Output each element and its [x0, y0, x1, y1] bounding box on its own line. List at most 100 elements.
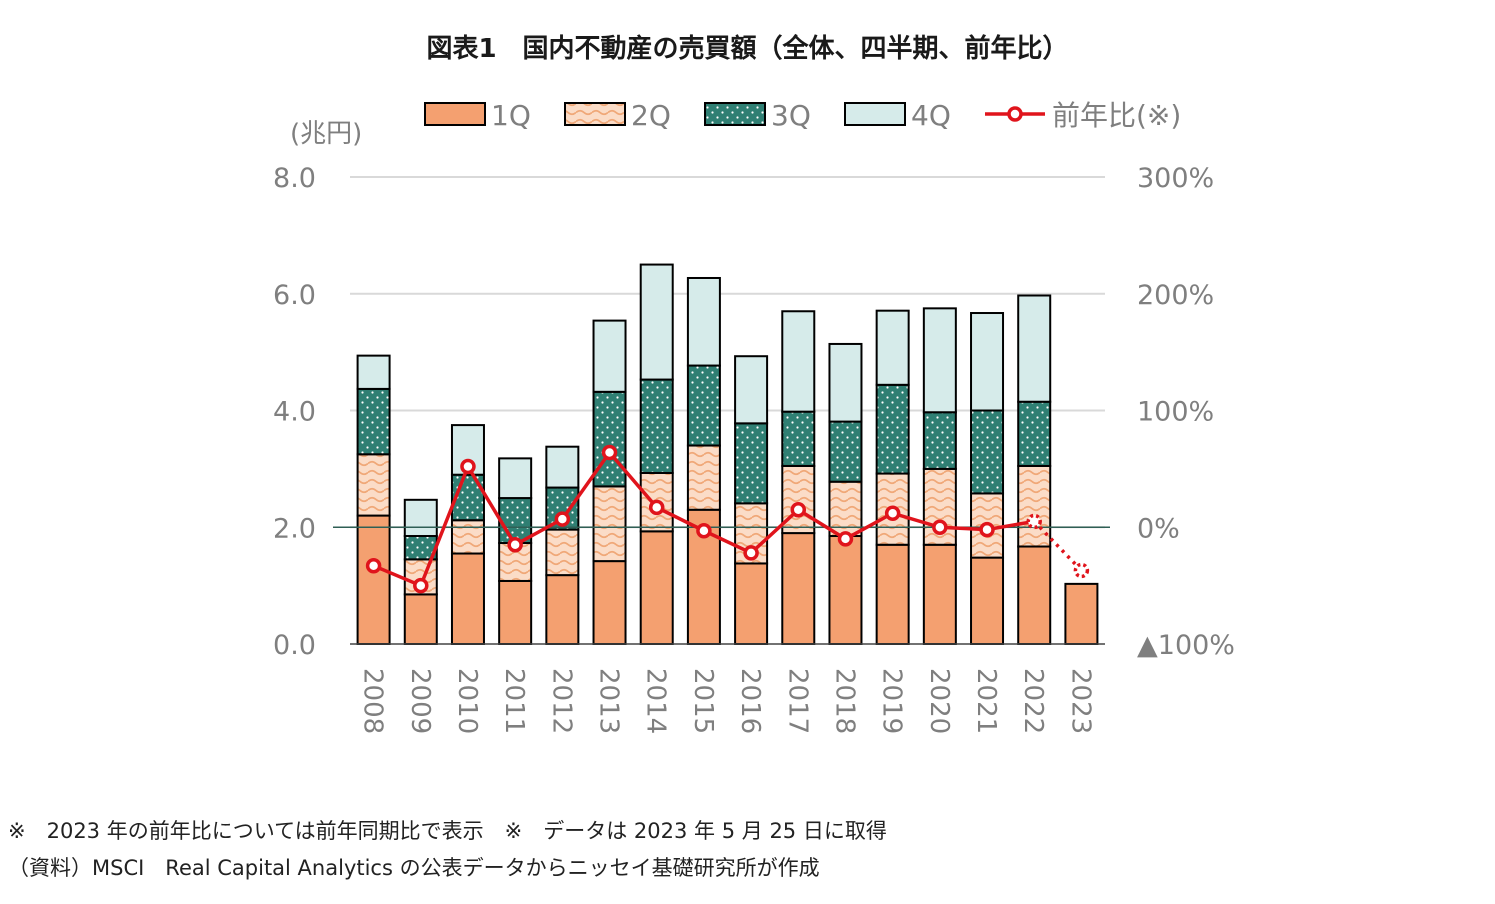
bar-4q: [1017, 294, 1052, 403]
x-tick-label: 2009: [405, 668, 435, 734]
bar-1q: [922, 543, 957, 646]
bar-4q: [970, 312, 1005, 412]
bar-1q: [592, 560, 627, 645]
bar-2q: [686, 444, 721, 511]
legend-label: 前年比(※): [1052, 99, 1181, 132]
yoy-point: [979, 521, 995, 538]
y-right-tick-label: 100%: [1137, 397, 1214, 428]
legend-label: 1Q: [491, 99, 531, 132]
x-tick-label: 2016: [735, 668, 765, 734]
bar-4q: [356, 354, 391, 390]
bar-3q: [922, 411, 957, 470]
y-left-tick-label: 8.0: [273, 163, 316, 194]
bar-2q: [781, 464, 816, 535]
x-tick-label: 2018: [829, 668, 859, 734]
bar-1q: [545, 574, 580, 645]
y-right-tick-label: 200%: [1137, 280, 1214, 311]
x-tick-label: 2019: [877, 668, 907, 734]
x-tick-label: 2021: [971, 668, 1001, 734]
bar-1q: [875, 543, 910, 646]
bar-3q: [686, 364, 721, 447]
bar-4q: [498, 457, 533, 500]
y-left-tick-label: 0.0: [273, 630, 316, 661]
bar-2q: [450, 519, 485, 555]
bar-4q: [686, 276, 721, 367]
yoy-point: [743, 545, 759, 561]
yoy-point: [507, 537, 523, 553]
x-tick-label: 2010: [452, 668, 482, 734]
x-tick-label: 2011: [499, 668, 529, 734]
axes: 8.0 6.0 4.0 2.0 0.0 300% 200% 100% 0% ▲100% (兆円) 20…: [273, 119, 1235, 734]
legend-swatch-yoy-marker: [1007, 106, 1023, 122]
bar-2q: [592, 485, 627, 563]
bar-4q: [639, 263, 674, 381]
y-left-tick-label: 2.0: [273, 513, 316, 544]
bar-1q: [498, 579, 533, 646]
legend: 1Q 2Q 3Q 4Q 前年比(※): [424, 99, 1181, 132]
bar-1q: [1064, 582, 1099, 646]
legend-swatch-1q: [424, 102, 486, 126]
y-left-tick-label: 4.0: [273, 397, 316, 428]
bar-3q: [734, 422, 769, 505]
x-tick-label: 2022: [1018, 668, 1048, 734]
yoy-point: [884, 505, 901, 521]
bar-4q: [922, 307, 957, 414]
yoy-point: [1026, 513, 1042, 530]
y-right-tick-label: 0%: [1137, 513, 1180, 544]
bar-3q: [356, 387, 391, 456]
stacked-bars: [356, 263, 1099, 646]
bar-1q: [450, 552, 485, 645]
chart-title: 図表1 国内不動産の売買額（全体、四半期、前年比）: [426, 34, 1069, 64]
bar-1q: [356, 514, 391, 646]
x-tick-label: 2008: [358, 668, 388, 734]
bar-2q: [922, 467, 957, 546]
bar-1q: [970, 556, 1005, 645]
bar-1q: [734, 562, 769, 646]
x-tick-label: 2012: [546, 668, 576, 734]
yoy-point: [601, 444, 618, 461]
bar-1q: [639, 530, 674, 645]
bar-1q: [403, 593, 438, 645]
bar-2q: [1017, 464, 1052, 548]
y-right-tick-label: ▲100%: [1137, 630, 1235, 661]
yoy-point: [932, 519, 948, 535]
bar-2q: [545, 528, 580, 577]
bar-4q: [734, 355, 769, 425]
bar-3q: [498, 497, 533, 545]
bar-4q: [545, 445, 580, 489]
bar-2q: [356, 453, 391, 517]
yoy-line: [365, 444, 1090, 594]
yoy-point: [837, 531, 854, 547]
y-right-tick-label: 300%: [1137, 163, 1214, 194]
legend-label: 4Q: [911, 99, 951, 132]
bar-3q: [1017, 400, 1052, 467]
bar-4q: [592, 319, 627, 393]
legend-swatch-3q: [704, 102, 766, 126]
yoy-point: [696, 523, 712, 539]
y-left-tick-label: 6.0: [273, 280, 316, 311]
yoy-point: [1073, 562, 1090, 579]
bar-3q: [592, 390, 627, 488]
yoy-point: [648, 499, 665, 516]
y-left-unit-label: (兆円): [290, 119, 362, 149]
legend-swatch-4q: [844, 102, 906, 126]
x-tick-label: 2023: [1065, 668, 1095, 734]
footnote-1: ※ 2023 年の前年比については前年同期比で表示 ※ データは 2023 年 …: [8, 819, 887, 843]
bar-1q: [781, 532, 816, 646]
footnote-source: （資料）MSCI Real Capital Analytics の公表データから…: [8, 856, 820, 880]
bar-4q: [781, 310, 816, 413]
yoy-point: [413, 577, 429, 594]
x-tick-label: 2015: [688, 668, 718, 734]
legend-label: 3Q: [771, 99, 811, 132]
bar-4q: [875, 309, 910, 386]
bar-3q: [781, 410, 816, 467]
legend-label: 2Q: [631, 99, 671, 132]
yoy-point: [365, 558, 382, 574]
x-tick-label: 2014: [641, 668, 671, 734]
yoy-point: [460, 458, 476, 475]
legend-swatch-2q: [564, 102, 626, 126]
bar-3q: [639, 378, 674, 474]
yoy-line-dotted: [1032, 520, 1083, 572]
bar-4q: [403, 498, 438, 538]
